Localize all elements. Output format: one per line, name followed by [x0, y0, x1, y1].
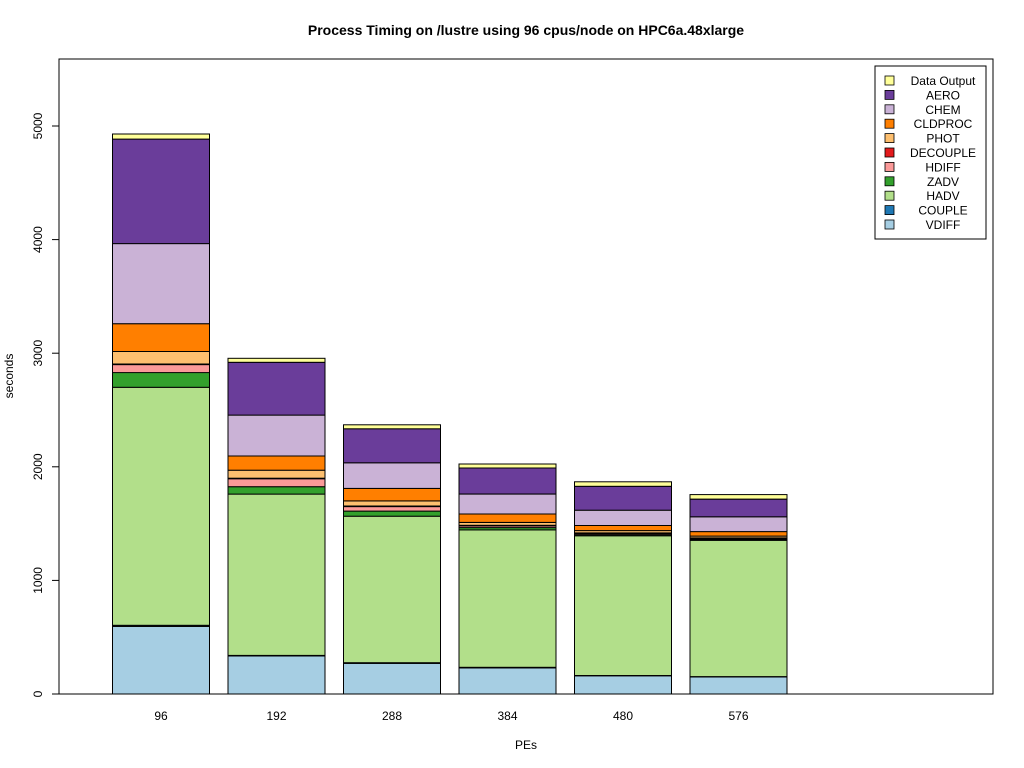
bar-segment-cldproc-96 — [112, 323, 210, 353]
bar-segment-hadv-288 — [343, 515, 441, 664]
x-axis-label: PEs — [515, 738, 537, 752]
bar-segment-vdiff-480 — [574, 675, 672, 695]
y-axis-label: seconds — [2, 354, 16, 399]
bar-segment-aero-288 — [343, 428, 441, 464]
legend-swatch-data-output — [884, 75, 895, 86]
bar-segment-chem-480 — [574, 509, 672, 527]
x-tick-label-192: 192 — [266, 709, 286, 723]
bar-segment-zadv-192 — [227, 486, 326, 495]
bar-segment-hdiff-192 — [227, 478, 326, 488]
y-tick-label-0: 0 — [31, 690, 45, 697]
bar-segment-cldproc-576 — [689, 531, 788, 537]
bar-segment-hdiff-96 — [112, 364, 210, 374]
y-tick-label-4000: 4000 — [31, 226, 45, 253]
bar-segment-aero-480 — [574, 485, 672, 511]
legend-swatch-vdiff — [884, 219, 895, 230]
legend-label-hadv: HADV — [926, 189, 959, 203]
bar-segment-hadv-96 — [112, 386, 210, 626]
x-tick-label-96: 96 — [154, 709, 168, 723]
legend-label-hdiff: HDIFF — [925, 160, 960, 174]
legend-swatch-hadv — [884, 190, 895, 201]
bar-segment-vdiff-192 — [227, 655, 326, 695]
bar-segment-vdiff-576 — [689, 676, 788, 695]
bar-segment-hdiff-288 — [343, 506, 441, 512]
bar-segment-vdiff-288 — [343, 662, 441, 695]
legend-swatch-chem — [884, 104, 895, 115]
x-tick-label-576: 576 — [728, 709, 748, 723]
y-tick-label-1000: 1000 — [31, 567, 45, 594]
bar-segment-phot-384 — [458, 522, 557, 526]
legend-swatch-phot — [884, 133, 895, 144]
legend-label-decouple: DECOUPLE — [910, 146, 976, 160]
legend-label-chem: CHEM — [925, 103, 960, 117]
legend-label-couple: COUPLE — [918, 204, 967, 218]
bar-segment-vdiff-384 — [458, 667, 557, 695]
bar-segment-zadv-288 — [343, 510, 441, 517]
y-tick-label-3000: 3000 — [31, 340, 45, 367]
bar-segment-chem-384 — [458, 493, 557, 515]
legend: Data OutputAEROCHEMCLDPROCPHOTDECOUPLEHD… — [874, 65, 987, 240]
bar-segment-zadv-96 — [112, 372, 210, 388]
bar-segment-hadv-576 — [689, 539, 788, 678]
bar-segment-hadv-192 — [227, 493, 326, 656]
y-tick-label-2000: 2000 — [31, 453, 45, 480]
legend-swatch-zadv — [884, 176, 895, 187]
bar-segment-data-output-96 — [112, 133, 210, 140]
bar-segment-aero-384 — [458, 467, 557, 495]
bar-segment-data-output-576 — [689, 494, 788, 500]
bar-segment-aero-192 — [227, 361, 326, 416]
bar-segment-aero-576 — [689, 498, 788, 518]
legend-label-zadv: ZADV — [927, 175, 959, 189]
legend-swatch-decouple — [884, 147, 895, 158]
legend-swatch-hdiff — [884, 161, 895, 172]
x-tick-label-384: 384 — [497, 709, 517, 723]
bar-segment-chem-96 — [112, 243, 210, 325]
bar-segment-phot-96 — [112, 351, 210, 365]
bar-segment-data-output-480 — [574, 481, 672, 487]
bars-group — [112, 133, 788, 695]
bar-segment-cldproc-288 — [343, 487, 441, 502]
bar-segment-cldproc-384 — [458, 513, 557, 523]
bar-segment-chem-192 — [227, 414, 326, 457]
bar-segment-hadv-480 — [574, 535, 672, 676]
bar-segment-cldproc-480 — [574, 525, 672, 532]
legend-label-aero: AERO — [926, 88, 960, 102]
legend-swatch-couple — [884, 205, 895, 216]
bar-segment-data-output-192 — [227, 357, 326, 363]
bar-segment-cldproc-192 — [227, 455, 326, 471]
bar-segment-hadv-384 — [458, 529, 557, 668]
y-axis: 0 1000 2000 3000 4000 5000 — [31, 112, 60, 697]
bar-segment-data-output-288 — [343, 424, 441, 430]
bar-segment-chem-576 — [689, 516, 788, 533]
legend-label-vdiff: VDIFF — [926, 218, 961, 232]
legend-swatch-cldproc — [884, 118, 895, 129]
legend-label-data-output: Data Output — [911, 74, 976, 88]
x-tick-label-480: 480 — [613, 709, 633, 723]
bar-segment-vdiff-96 — [112, 625, 210, 695]
y-tick-label-5000: 5000 — [31, 112, 45, 139]
bar-segment-data-output-384 — [458, 463, 557, 469]
legend-label-phot: PHOT — [926, 132, 960, 146]
bar-segment-phot-192 — [227, 469, 326, 479]
bar-segment-chem-288 — [343, 462, 441, 489]
bar-segment-phot-288 — [343, 500, 441, 507]
legend-swatch-aero — [884, 90, 895, 100]
chart-title: Process Timing on /lustre using 96 cpus/… — [308, 22, 744, 38]
bar-segment-aero-96 — [112, 138, 210, 245]
x-axis: 96 192 288 384 480 576 — [154, 709, 749, 723]
x-tick-label-288: 288 — [382, 709, 402, 723]
legend-label-cldproc: CLDPROC — [914, 117, 973, 131]
